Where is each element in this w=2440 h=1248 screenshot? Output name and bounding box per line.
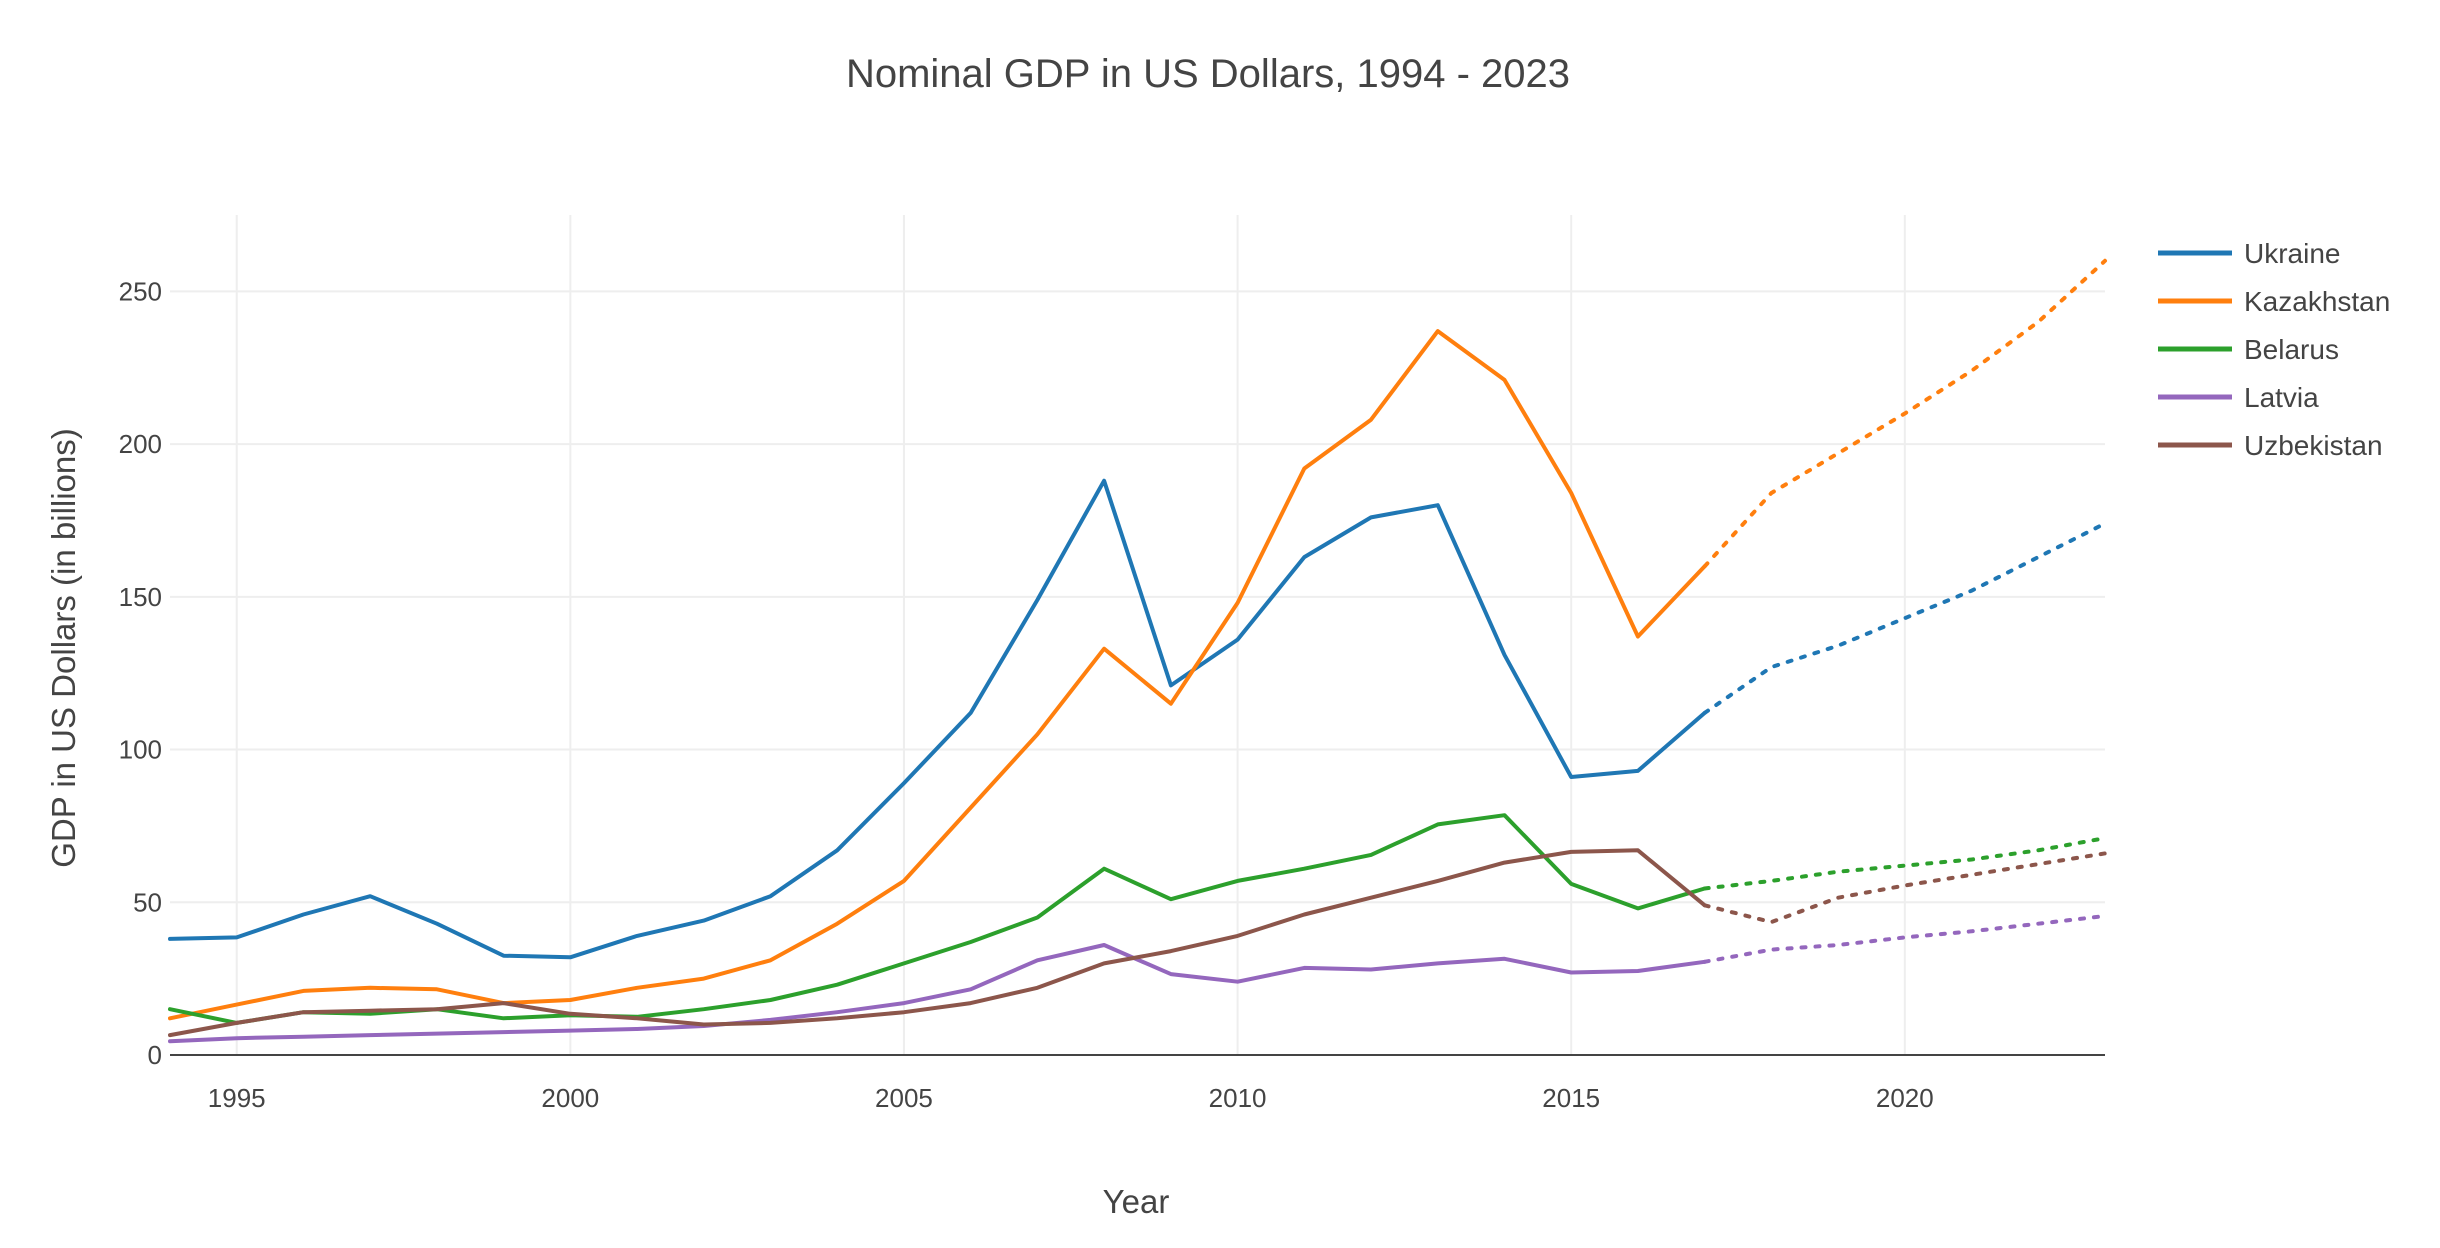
series-line-latvia: [168, 943, 1707, 1044]
y-tick-label: 200: [119, 429, 162, 459]
series-projection-ukraine: [1702, 521, 2107, 715]
x-tick-label: 2020: [1876, 1083, 1934, 1113]
series-projection-kazakhstan: [1702, 258, 2107, 569]
y-axis-title: GDP in US Dollars (in billions): [45, 428, 82, 868]
legend: Ukraine Kazakhstan Belarus Latvia Uzbekistan: [2158, 238, 2390, 461]
grid: [170, 215, 2105, 1056]
x-tick-label: 2005: [875, 1083, 933, 1113]
legend-label-belarus: Belarus: [2244, 334, 2339, 365]
series-lines: [168, 258, 2107, 1044]
y-tick-label: 0: [148, 1040, 162, 1070]
y-tick-label: 250: [119, 276, 162, 306]
series-line-kazakhstan: [168, 329, 1707, 1021]
tick-labels: 1995 2000 2005 2010 2015 2020 0 50 100 150 200 250: [119, 276, 1934, 1113]
y-tick-label: 100: [119, 735, 162, 765]
legend-label-uzbekistan: Uzbekistan: [2244, 430, 2383, 461]
x-tick-label: 1995: [208, 1083, 266, 1113]
x-tick-label: 2015: [1542, 1083, 1600, 1113]
legend-label-latvia: Latvia: [2244, 382, 2319, 413]
x-tick-label: 2000: [541, 1083, 599, 1113]
legend-label-ukraine: Ukraine: [2244, 238, 2340, 269]
chart-title: Nominal GDP in US Dollars, 1994 - 2023: [846, 52, 1570, 96]
legend-label-kazakhstan: Kazakhstan: [2244, 286, 2390, 317]
series-line-ukraine: [168, 478, 1707, 960]
series-line-uzbekistan: [168, 848, 1707, 1038]
series-projection-uzbekistan: [1702, 851, 2107, 925]
x-tick-label: 2010: [1209, 1083, 1267, 1113]
x-axis-title: Year: [1103, 1183, 1170, 1220]
y-tick-label: 50: [133, 887, 162, 917]
y-tick-label: 150: [119, 582, 162, 612]
series-projection-latvia: [1702, 914, 2107, 964]
series-projection-belarus: [1702, 836, 2107, 891]
